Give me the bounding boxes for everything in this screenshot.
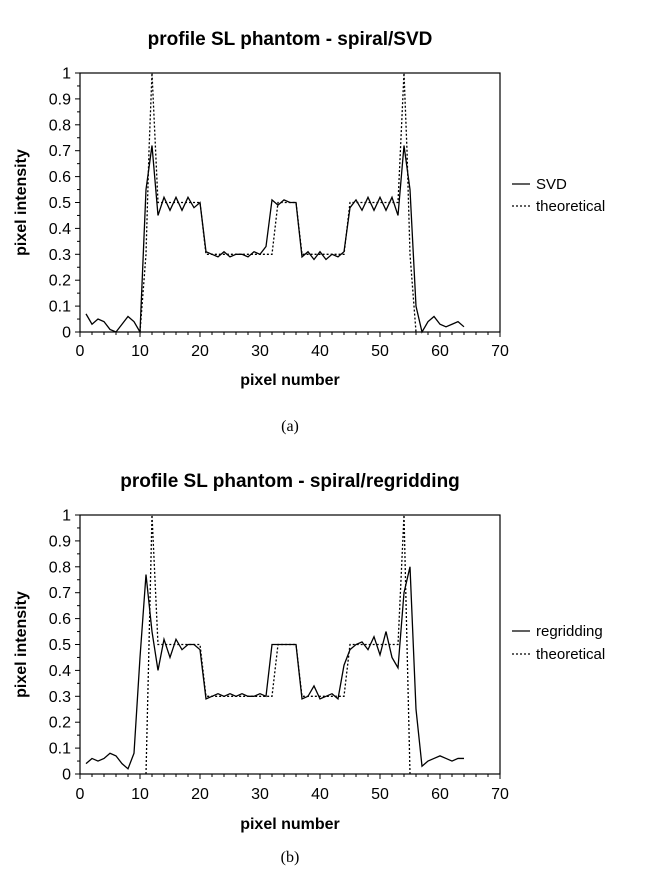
x-tick-label: 20 [191,786,209,803]
legend-label-SVD: SVD [536,176,567,193]
y-tick-label: 0.8 [49,117,71,134]
y-tick-label: 0.1 [49,299,71,316]
figure-caption: (b) [281,849,300,866]
x-tick-label: 10 [131,343,149,360]
y-tick-label: 0 [62,325,71,342]
x-tick-label: 0 [76,343,85,360]
x-tick-label: 50 [371,343,389,360]
chart-panel-b: profile SL phantom - spiral/regridding00… [13,471,605,866]
chart-title: profile SL phantom - spiral/regridding [120,471,460,492]
y-tick-label: 0.8 [49,559,71,576]
y-axis-label: pixel intensity [13,149,30,256]
y-tick-label: 0.7 [49,143,71,160]
y-tick-label: 0.4 [49,221,71,238]
x-tick-label: 50 [371,786,389,803]
x-tick-label: 0 [76,786,85,803]
y-tick-label: 0.2 [49,273,71,290]
y-axis-label: pixel intensity [13,591,30,698]
y-tick-label: 0 [62,767,71,784]
x-axis-label: pixel number [240,372,340,389]
x-tick-label: 70 [491,343,509,360]
y-tick-label: 0.3 [49,247,71,264]
chart-panel-a: profile SL phantom - spiral/SVD 0 0.1 0.2 0.… [13,29,605,435]
y-tick-label: 0.5 [49,637,71,654]
x-tick-label: 30 [251,343,269,360]
y-tick-label: 0.6 [49,169,71,186]
x-tick-label: 40 [311,786,329,803]
x-tick-label: 60 [431,786,449,803]
y-tick-label: 0.5 [49,195,71,212]
legend-label-theoretical: theoretical [536,646,605,663]
x-tick-label: 70 [491,786,509,803]
x-axis-label: pixel number [240,816,340,833]
y-tick-label: 0.9 [49,533,71,550]
y-tick-label: 0.7 [49,585,71,602]
x-tick-label: 10 [131,786,149,803]
y-tick-label: 0.6 [49,611,71,628]
y-tick-label: 0.3 [49,689,71,706]
legend-label-regridding: regridding [536,623,603,640]
series-line-theoretical [145,514,411,775]
legend-label-theoretical: theoretical [536,198,605,215]
chart-title: profile SL phantom - spiral/SVD [148,29,433,50]
x-tick-label: 40 [311,343,329,360]
x-tick-label: 20 [191,343,209,360]
y-tick-label: 0.2 [49,715,71,732]
x-tick-label: 60 [431,343,449,360]
x-tick-label: 30 [251,786,269,803]
y-tick-label: 0.1 [49,741,71,758]
y-tick-label: 0.4 [49,663,71,680]
figure-caption: (a) [281,418,299,435]
y-tick-label: 0.9 [49,91,71,108]
series-line-regridding [85,566,464,770]
series-line-theoretical [139,72,417,333]
y-tick-label: 1 [62,508,71,525]
y-tick-label: 1 [62,66,71,83]
